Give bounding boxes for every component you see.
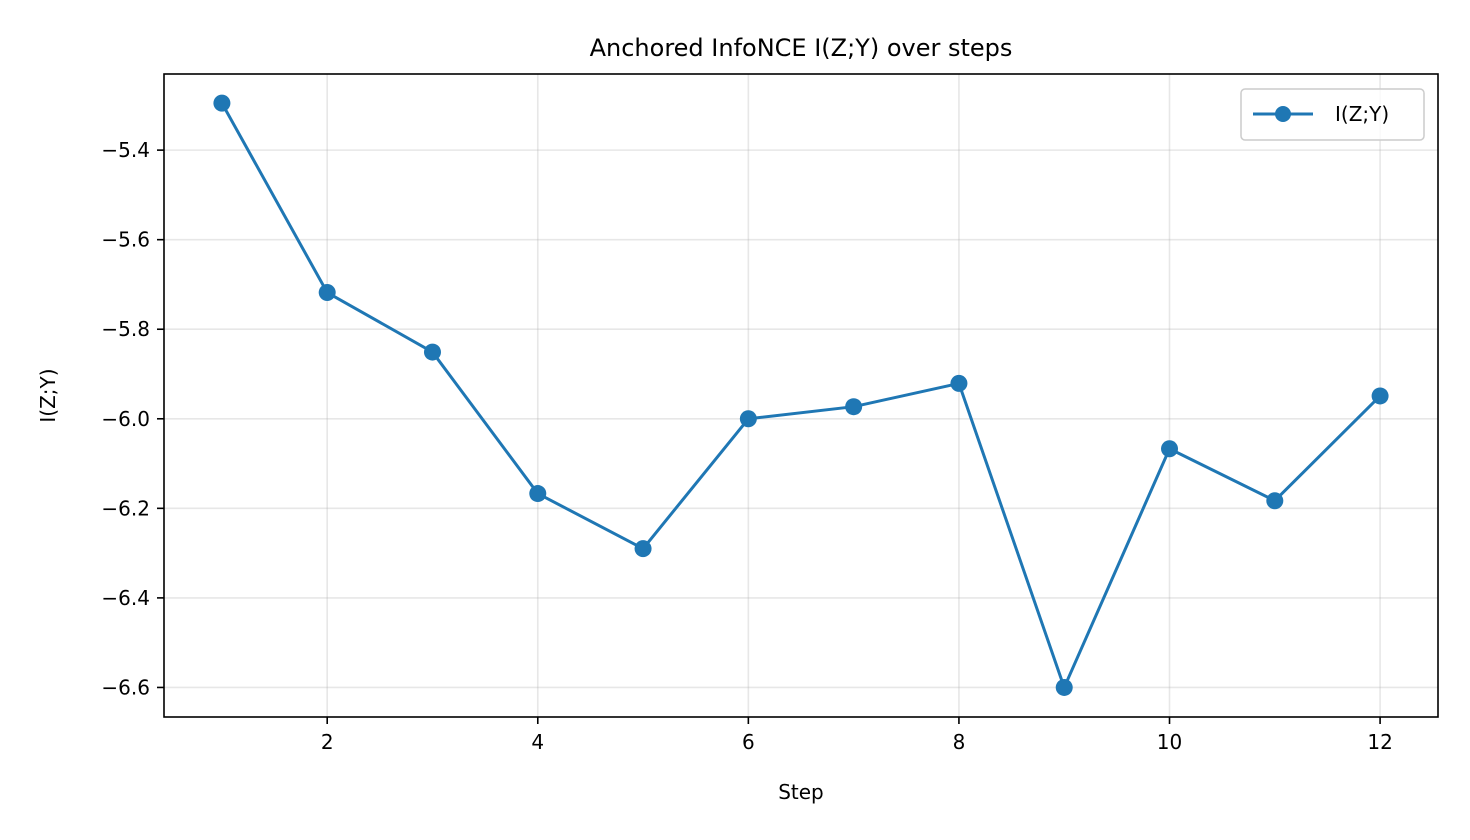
- data-point: [1055, 678, 1073, 696]
- grid: [164, 74, 1438, 717]
- plot-frame: [163, 73, 1439, 718]
- y-tick-label: −5.6: [101, 228, 150, 252]
- data-point: [950, 374, 968, 392]
- x-tick-label: 4: [531, 730, 544, 754]
- series-line: [220, 102, 1382, 689]
- x-tick-label: 2: [321, 730, 334, 754]
- data-point: [1161, 440, 1179, 458]
- data-point: [1371, 387, 1389, 405]
- data-point: [213, 94, 231, 112]
- data-point: [634, 540, 652, 558]
- x-tick-label: 10: [1157, 730, 1182, 754]
- y-axis-ticks: −5.4 −5.6 −5.8 −6.0 −6.2 −6.4 −6.6: [101, 138, 164, 699]
- data-point: [318, 284, 336, 302]
- y-tick-label: −5.4: [101, 138, 150, 162]
- data-point: [845, 398, 863, 416]
- data-point: [1266, 492, 1284, 510]
- legend-marker-sample: [1275, 106, 1291, 122]
- legend-entry-label: I(Z;Y): [1335, 102, 1389, 126]
- y-tick-label: −6.0: [101, 407, 150, 431]
- y-tick-label: −6.6: [101, 675, 150, 699]
- legend-box: [1240, 88, 1425, 141]
- chart-title: Anchored InfoNCE I(Z;Y) over steps: [590, 34, 1013, 62]
- y-tick-label: −6.4: [101, 586, 150, 610]
- y-tick-label: −5.8: [101, 317, 150, 341]
- data-point: [529, 485, 547, 503]
- y-axis-label: I(Z;Y): [36, 368, 60, 422]
- series-layer: [213, 94, 1389, 696]
- x-tick-label: 8: [953, 730, 966, 754]
- x-axis-label: Step: [778, 780, 824, 804]
- x-tick-label: 6: [742, 730, 755, 754]
- data-point: [739, 410, 757, 428]
- legend: I(Z;Y): [1240, 88, 1425, 141]
- x-axis-ticks: 2 4 6 8 10 12: [321, 717, 1393, 754]
- y-tick-label: −6.2: [101, 496, 150, 520]
- data-point: [423, 343, 441, 361]
- x-tick-label: 12: [1367, 730, 1392, 754]
